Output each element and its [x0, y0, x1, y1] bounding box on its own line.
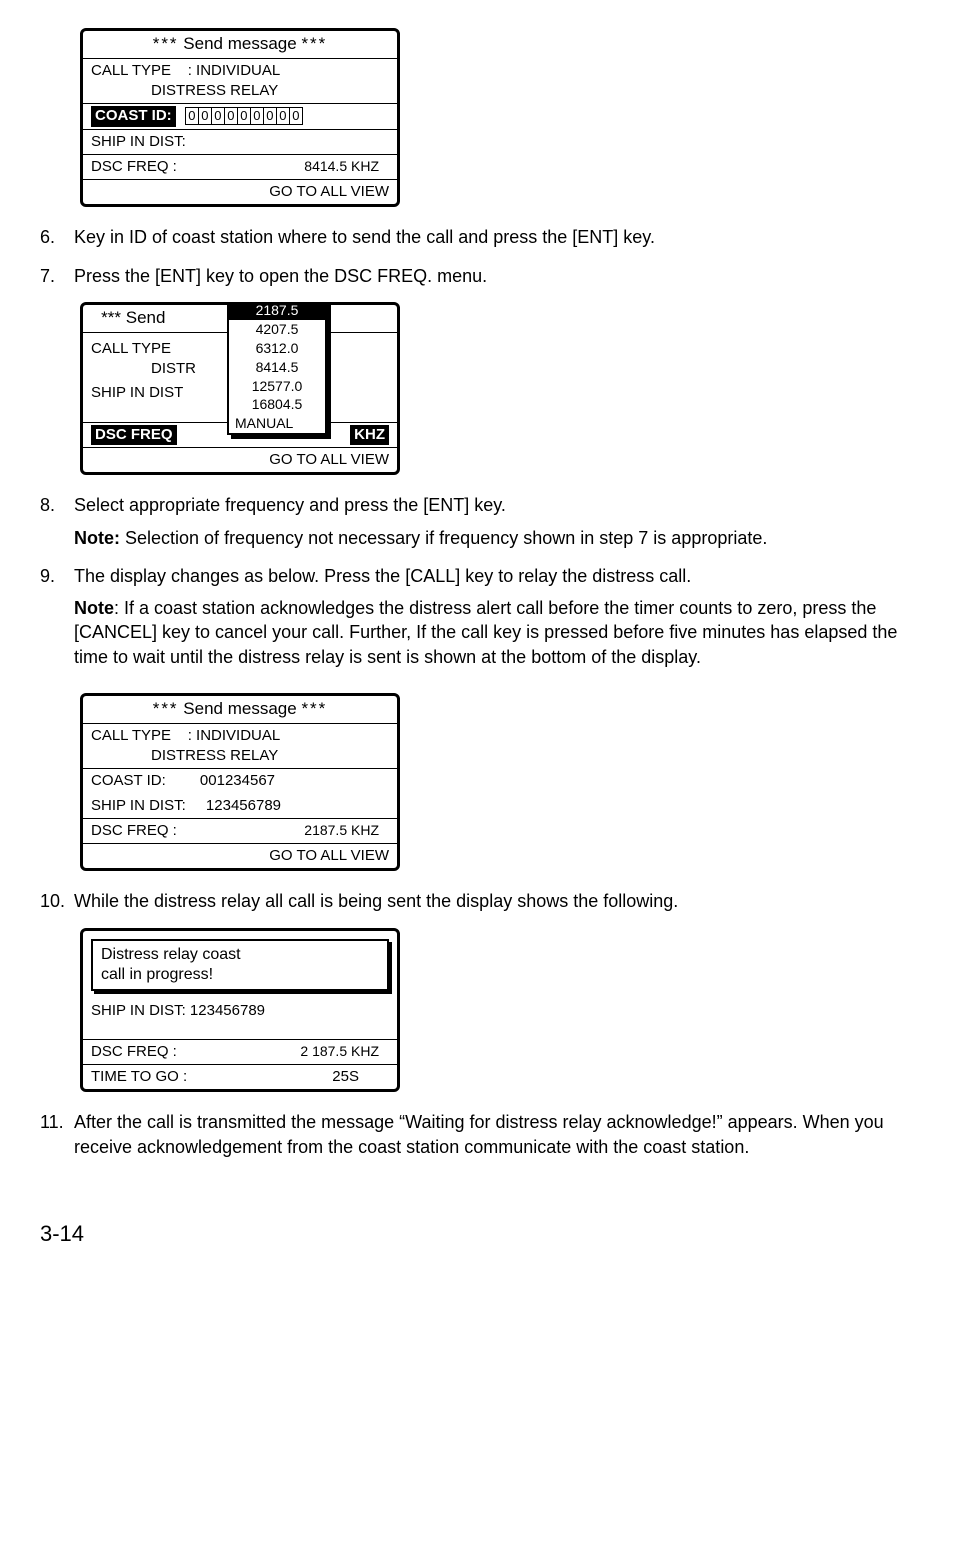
footer-row: GO TO ALL VIEW [83, 447, 397, 472]
freq-popup[interactable]: 2187.5 4207.5 6312.0 8414.5 12577.0 1680… [227, 302, 327, 435]
display-send-message-1: *** Send message *** CALL TYPE : INDIVID… [80, 28, 400, 207]
digit-6[interactable]: 0 [263, 107, 277, 125]
freq-option[interactable]: MANUAL [229, 414, 325, 433]
stars-left: *** [153, 699, 179, 718]
dsc-freq-row: DSC FREQ : 2 187.5 KHZ [83, 1039, 397, 1065]
step-9: 9. The display changes as below. Press t… [40, 564, 933, 669]
time-to-go-row: TIME TO GO : 25S [83, 1065, 397, 1089]
digit-2[interactable]: 0 [211, 107, 225, 125]
dsc-freq-row: DSC FREQ : 8414.5 KHZ [83, 154, 397, 179]
dsc-freq-label: DSC FREQ [91, 425, 177, 445]
coast-id-digitboxes[interactable]: 0 0 0 0 0 0 0 0 0 [186, 107, 303, 125]
call-type-value: : INDIVIDUAL [188, 62, 281, 79]
stars-right: *** [301, 34, 327, 53]
freq-option-selected[interactable]: 2187.5 [229, 302, 325, 320]
step-10: 10.While the distress relay all call is … [40, 889, 933, 913]
progress-line1: Distress relay coast [101, 945, 379, 965]
step-note: Note: Selection of frequency not necessa… [74, 526, 933, 550]
step-number: 8. [40, 493, 74, 550]
freq-option[interactable]: 4207.5 [229, 320, 325, 339]
digit-5[interactable]: 0 [250, 107, 264, 125]
freq-option[interactable]: 6312.0 [229, 339, 325, 358]
ship-in-dist-row: SHIP IN DIST: 123456789 [83, 993, 397, 1039]
ship-in-dist-label: SHIP IN DIST: [91, 797, 186, 814]
call-type-row: CALL TYPE : INDIVIDUAL DISTRESS RELAY [83, 724, 397, 769]
footer-row: GO TO ALL VIEW [83, 179, 397, 204]
step-number: 9. [40, 564, 74, 669]
coast-id-row: COAST ID: 001234567 [83, 768, 397, 793]
step-main: Select appropriate frequency and press t… [74, 495, 506, 515]
step-text: Press the [ENT] key to open the DSC FREQ… [74, 264, 933, 288]
note-text: Selection of frequency not necessary if … [120, 528, 767, 548]
step-text: The display changes as below. Press the … [74, 564, 933, 669]
step-7: 7. Press the [ENT] key to open the DSC F… [40, 264, 933, 288]
call-type-sub: DISTRESS RELAY [91, 81, 389, 101]
digit-8[interactable]: 0 [289, 107, 303, 125]
step-note: Note: If a coast station acknowledges th… [74, 596, 933, 669]
call-type-label: CALL TYPE [91, 62, 171, 79]
digit-7[interactable]: 0 [276, 107, 290, 125]
dsc-freq-row: DSC FREQ : 2187.5 KHZ [83, 818, 397, 843]
note-label: Note [74, 598, 114, 618]
step-main: The display changes as below. Press the … [74, 566, 691, 586]
dsc-freq-value: 2187.5 KHZ [304, 821, 389, 841]
call-type-value: : INDIVIDUAL [188, 727, 281, 744]
dsc-freq-unit: KHZ [350, 425, 389, 445]
dsc-freq-value: 8414.5 KHZ [304, 157, 389, 177]
step-text: Key in ID of coast station where to send… [74, 225, 933, 249]
title-text: Send message [183, 699, 296, 718]
coast-id-label: COAST ID: [91, 772, 166, 789]
display-progress: Distress relay coast call in progress! S… [80, 928, 400, 1093]
step-8: 8. Select appropriate frequency and pres… [40, 493, 933, 550]
digit-3[interactable]: 0 [224, 107, 238, 125]
progress-box: Distress relay coast call in progress! [91, 939, 389, 991]
dsc-freq-label: DSC FREQ : [91, 157, 304, 177]
display-send-message-3: *** Send message *** CALL TYPE : INDIVID… [80, 693, 400, 871]
freq-option[interactable]: 8414.5 [229, 358, 325, 377]
step-number: 6. [40, 225, 74, 249]
step-text: While the distress relay all call is bei… [74, 891, 678, 911]
coast-id-label: COAST ID: [91, 106, 176, 126]
call-type-sub: DISTRESS RELAY [91, 746, 389, 766]
stars-left: *** [101, 308, 121, 327]
ship-in-dist-row: SHIP IN DIST: 123456789 [83, 794, 397, 818]
display-title: *** Send message *** [83, 31, 397, 59]
stars-left: *** [153, 34, 179, 53]
dsc-freq-value: 2 187.5 KHZ [300, 1042, 389, 1062]
page-number: 3-14 [40, 1219, 933, 1249]
time-to-go-value: 25S [332, 1067, 389, 1087]
step-text: Select appropriate frequency and press t… [74, 493, 933, 550]
stars-right: *** [301, 699, 327, 718]
call-type-label: CALL TYPE [91, 727, 171, 744]
display-freq-menu: *** Send ** CALL TYPE DISTR SHIP IN DIST… [80, 302, 400, 475]
call-type-row: CALL TYPE : INDIVIDUAL DISTRESS RELAY [83, 59, 397, 104]
footer-row: GO TO ALL VIEW [83, 843, 397, 868]
ship-in-dist-label: SHIP IN DIST: [91, 1002, 186, 1019]
digit-4[interactable]: 0 [237, 107, 251, 125]
freq-option[interactable]: 16804.5 [229, 395, 325, 414]
step-11: 11. After the call is transmitted the me… [40, 1110, 933, 1159]
title-text: Send message [183, 34, 296, 53]
call-type-label: CALL TYPE [91, 340, 171, 357]
coast-id-value: 001234567 [200, 772, 275, 789]
ship-in-dist-value: 123456789 [206, 797, 281, 814]
coast-id-row: COAST ID: 0 0 0 0 0 0 0 0 0 [83, 103, 397, 128]
digit-0[interactable]: 0 [185, 107, 199, 125]
digit-1[interactable]: 0 [198, 107, 212, 125]
step-6: 6. Key in ID of coast station where to s… [40, 225, 933, 249]
step-number: 7. [40, 264, 74, 288]
progress-line2: call in progress! [101, 965, 379, 985]
display-title: *** Send message *** [83, 696, 397, 724]
dsc-freq-label: DSC FREQ : [91, 821, 304, 841]
title-send: Send [126, 308, 166, 327]
ship-in-dist-value: 123456789 [190, 1002, 265, 1019]
note-label: Note: [74, 528, 120, 548]
freq-option[interactable]: 12577.0 [229, 377, 325, 396]
note-text: : If a coast station acknowledges the di… [74, 598, 897, 667]
step-text: After the call is transmitted the messag… [74, 1110, 933, 1159]
time-to-go-label: TIME TO GO : [91, 1067, 332, 1087]
dsc-freq-label: DSC FREQ : [91, 1042, 300, 1062]
ship-in-dist-row: SHIP IN DIST: [83, 129, 397, 154]
